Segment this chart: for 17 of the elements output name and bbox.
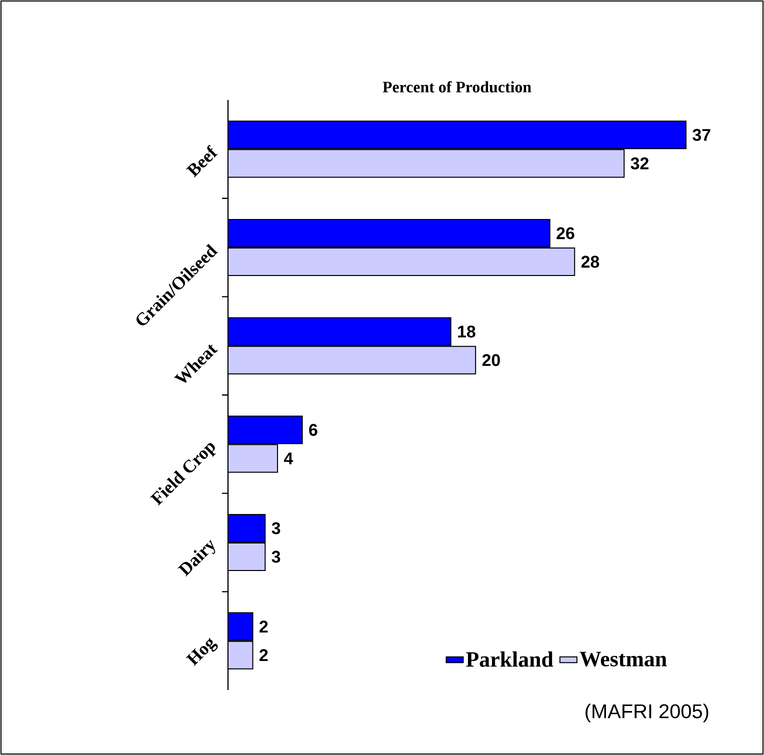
text: (MAFRI 2005)	[586, 704, 708, 722]
data-label: 4	[284, 452, 294, 464]
chart-title: Percent of Production	[382, 81, 532, 92]
data-label: 37	[692, 128, 710, 141]
legend-label: Parkland	[466, 651, 554, 667]
y-tick-label: Hog	[186, 638, 218, 666]
legend-label: Westman	[580, 652, 667, 667]
data-label: 18	[458, 326, 476, 338]
data-label: 2	[260, 620, 268, 632]
data-label: 3	[272, 522, 280, 534]
data-label: 28	[581, 256, 600, 268]
data-label: 20	[482, 354, 500, 366]
data-label: 6	[309, 424, 318, 436]
data-label: 3	[272, 550, 280, 563]
data-label: 32	[630, 157, 648, 170]
data-label: 26	[556, 227, 574, 240]
data-label: 2	[260, 649, 268, 662]
